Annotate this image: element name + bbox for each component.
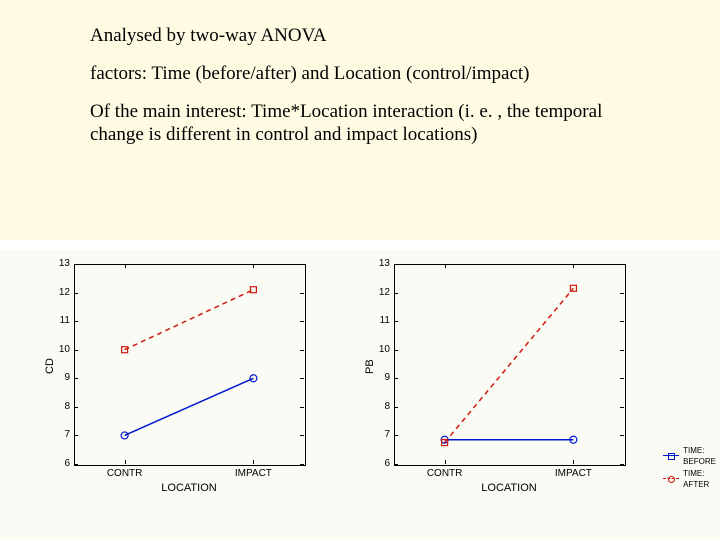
- legend-swatch: [663, 475, 679, 483]
- legend-row: TIME:BEFORE: [663, 445, 716, 467]
- charts-area: 678910111213CONTRIMPACTLOCATIONCD 678910…: [0, 250, 720, 540]
- para-1: Analysed by two-way ANOVA: [90, 24, 660, 48]
- para-2: factors: Time (before/after) and Locatio…: [90, 62, 660, 86]
- legend-label: TIME:BEFORE: [683, 445, 716, 467]
- legend-row: TIME:AFTER: [663, 468, 716, 490]
- legend-label: TIME:AFTER: [683, 468, 709, 490]
- series-line-after: [125, 290, 254, 350]
- description-textblock: Analysed by two-way ANOVA factors: Time …: [0, 0, 720, 240]
- legend-swatch: [663, 452, 679, 460]
- series-marker-before: [250, 375, 257, 382]
- legend: TIME:BEFORETIME:AFTER: [663, 445, 716, 490]
- xlabel: LOCATION: [74, 482, 304, 494]
- series-line-before: [125, 378, 254, 435]
- xlabel: LOCATION: [394, 482, 624, 494]
- chart-cd: 678910111213CONTRIMPACTLOCATIONCD: [30, 250, 320, 500]
- series-marker-after: [122, 347, 128, 353]
- series-svg: [30, 250, 314, 474]
- series-marker-after: [250, 287, 256, 293]
- para-3: Of the main interest: Time*Location inte…: [90, 100, 660, 148]
- slide: Analysed by two-way ANOVA factors: Time …: [0, 0, 720, 540]
- series-svg: [350, 250, 634, 474]
- series-line-after: [445, 288, 574, 442]
- chart-pb: 678910111213CONTRIMPACTLOCATIONPB: [350, 250, 640, 500]
